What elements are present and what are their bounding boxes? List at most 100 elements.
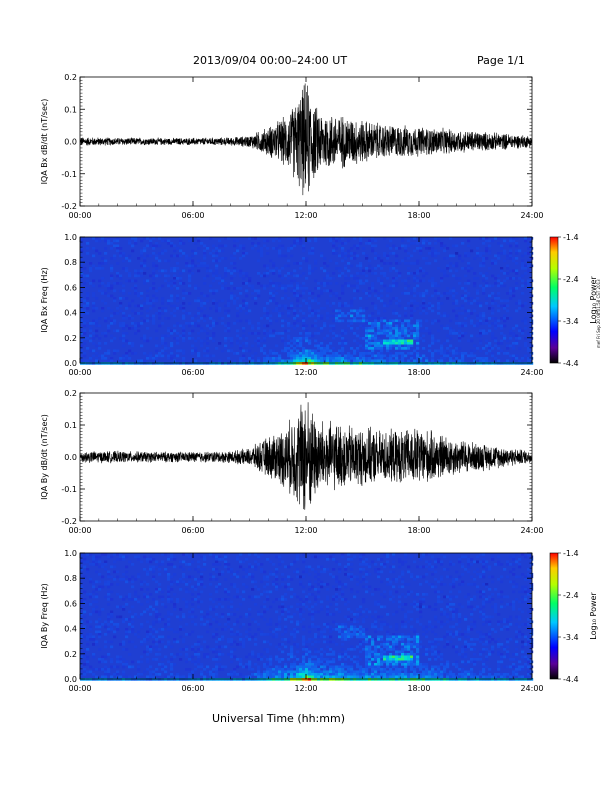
spectrogram-cell (176, 675, 180, 679)
spectrogram-cell (464, 287, 468, 290)
spectrogram-cell (152, 570, 156, 574)
spectrogram-cell (98, 324, 102, 328)
spectrogram-cell (494, 322, 498, 325)
spectrogram-cell (515, 334, 519, 338)
spectrogram-cell (344, 282, 348, 285)
spectrogram-cell (212, 608, 216, 611)
spectrogram-cell (299, 613, 303, 616)
spectrogram-cell (170, 668, 174, 671)
spectrogram-cell (377, 347, 381, 350)
spectrogram-cell (491, 292, 495, 295)
spectrogram-cell (92, 563, 96, 566)
spectrogram-cell (89, 553, 93, 556)
spectrogram-cell (416, 302, 420, 305)
spectrogram-cell (116, 558, 120, 561)
spectrogram-cell (161, 553, 165, 556)
spectrogram-cell (224, 287, 228, 290)
spectrogram-cell (305, 648, 309, 651)
spectrogram-cell (128, 357, 132, 360)
spectrogram-cell (383, 319, 387, 323)
spectrogram-cell (362, 670, 366, 674)
spectrogram-cell (305, 259, 309, 263)
spectrogram-cell (200, 302, 204, 305)
spectrogram-cell (290, 324, 294, 328)
spectrogram-cell (269, 673, 273, 676)
spectrogram-cell (488, 294, 492, 298)
spectrogram-cell (278, 357, 282, 360)
spectrogram-cell (89, 327, 93, 330)
spectrogram-cell (122, 620, 126, 624)
spectrogram-cell (521, 262, 525, 265)
spectrogram-cell (290, 595, 294, 599)
spectrogram-cell (338, 580, 342, 584)
spectrogram-cell (119, 282, 123, 285)
spectrogram-cell (239, 309, 243, 313)
spectrogram-cell (176, 342, 180, 345)
spectrogram-cell (80, 655, 84, 659)
spectrogram-cell (224, 623, 228, 626)
spectrogram-cell (173, 324, 177, 328)
spectrogram-cell (341, 633, 345, 636)
spectrogram-cell (311, 309, 315, 313)
spectrogram-cell (161, 628, 165, 631)
spectrogram-cell (98, 585, 102, 589)
spectrogram-cell (344, 623, 348, 626)
spectrogram-cell (488, 307, 492, 310)
spectrogram-cell (116, 312, 120, 315)
spectrogram-cell (263, 665, 267, 669)
spectrogram-cell (428, 297, 432, 300)
spectrogram-cell (524, 342, 528, 345)
spectrogram-cell (335, 595, 339, 599)
spectrogram-cell (323, 628, 327, 631)
spectrogram-cell (185, 633, 189, 636)
spectrogram-cell (527, 349, 531, 353)
spectrogram-cell (146, 668, 150, 671)
spectrogram-cell (269, 675, 273, 679)
spectrogram-cell (404, 344, 408, 348)
spectrogram-cell (326, 237, 330, 240)
spectrogram-cell (239, 625, 243, 629)
spectrogram-cell (359, 635, 363, 639)
spectrogram-cell (128, 640, 132, 644)
spectrogram-cell (368, 327, 372, 330)
spectrogram-cell (302, 327, 306, 330)
spectrogram-cell (161, 668, 165, 671)
spectrogram-cell (239, 660, 243, 664)
spectrogram-cell (167, 585, 171, 589)
spectrogram-cell (140, 269, 144, 273)
spectrogram-cell (284, 668, 288, 671)
spectrogram-cell (491, 309, 495, 313)
spectrogram-cell (263, 349, 267, 353)
spectrogram-cell (455, 292, 459, 295)
spectrogram-cell (170, 354, 174, 358)
spectrogram-cell (455, 357, 459, 360)
spectrogram-cell (428, 247, 432, 250)
spectrogram-cell (215, 570, 219, 574)
spectrogram-cell (263, 314, 267, 318)
spectrogram-cell (263, 575, 267, 579)
spectrogram-cell (197, 560, 201, 564)
spectrogram-cell (182, 628, 186, 631)
spectrogram-cell (92, 600, 96, 604)
spectrogram-cell (371, 342, 375, 345)
spectrogram-cell (134, 633, 138, 636)
spectrogram-cell (212, 254, 216, 258)
spectrogram-cell (215, 304, 219, 308)
spectrogram-cell (164, 570, 168, 574)
spectrogram-cell (389, 357, 393, 360)
spectrogram-cell (314, 588, 318, 591)
spectrogram-cell (110, 242, 114, 245)
spectrogram-cell (413, 327, 417, 330)
spectrogram-cell (254, 638, 258, 641)
spectrogram-cell (137, 359, 141, 363)
spectrogram-cell (452, 329, 456, 333)
spectrogram-cell (308, 297, 312, 300)
spectrogram-cell (209, 648, 213, 651)
spectrogram-cell (146, 354, 150, 358)
spectrogram-cell (293, 274, 297, 278)
spectrogram-cell (470, 339, 474, 343)
spectrogram-cell (104, 670, 108, 674)
spectrogram-cell (131, 575, 135, 579)
spectrogram-cell (305, 595, 309, 599)
spectrogram-cell (293, 342, 297, 345)
